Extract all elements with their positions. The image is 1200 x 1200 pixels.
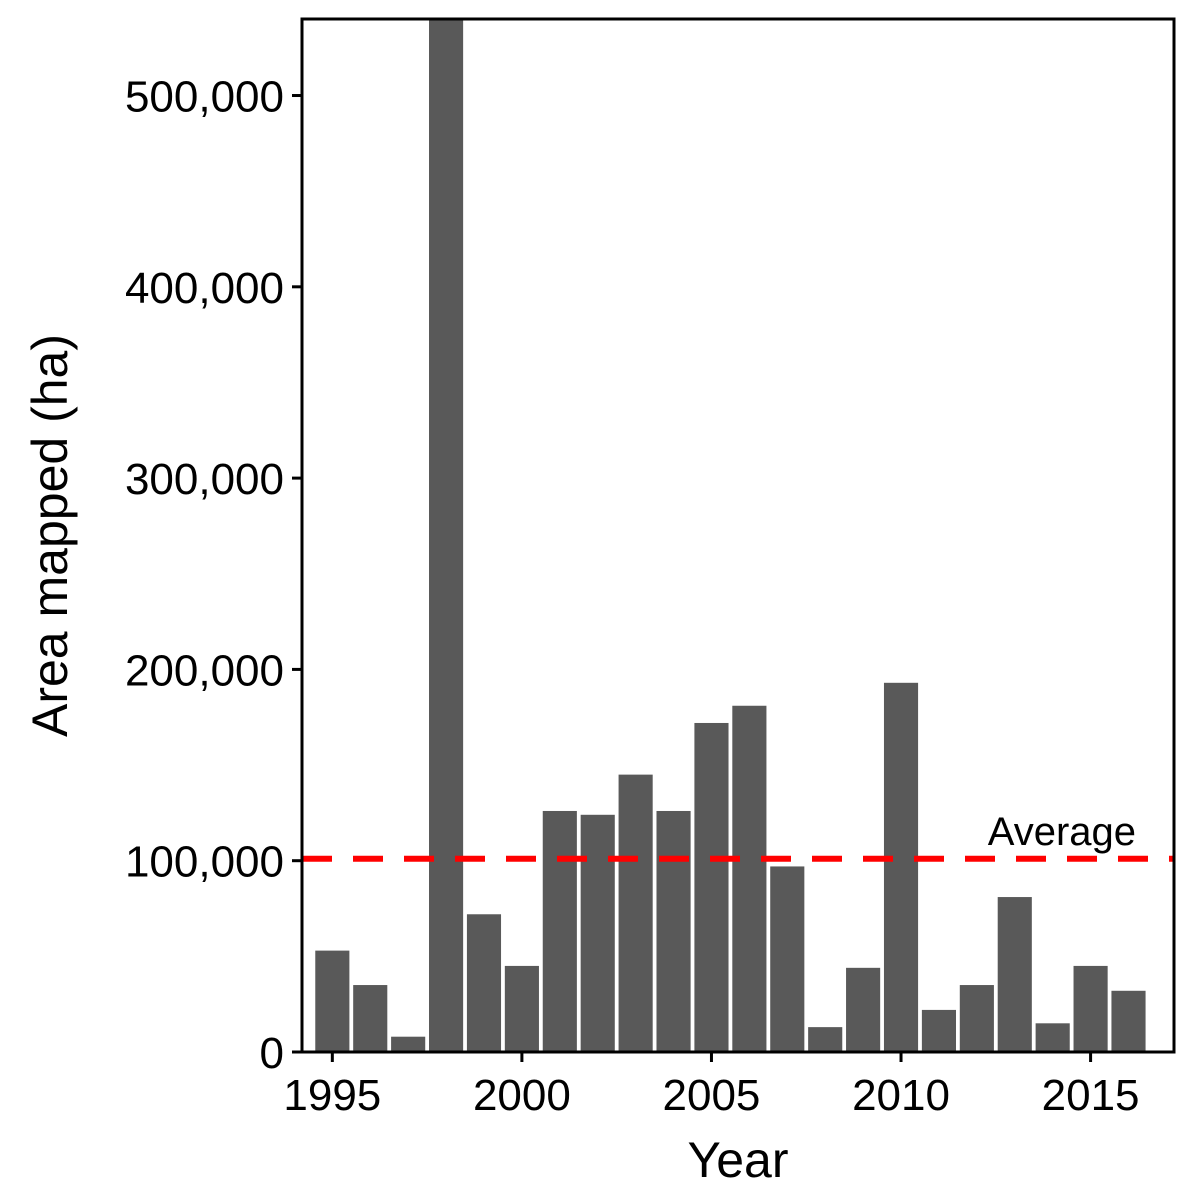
bar-2005 bbox=[694, 722, 729, 1052]
plot-panel-border bbox=[300, 17, 1176, 1054]
bar-2001 bbox=[542, 810, 577, 1052]
bar-2016 bbox=[1111, 990, 1146, 1052]
bar-2008 bbox=[808, 1027, 843, 1052]
bar-1998 bbox=[429, 19, 464, 1052]
bar-2009 bbox=[846, 967, 881, 1052]
y-axis: 0 100,000 200,000 300,000 400,000 500,000 bbox=[125, 73, 302, 1078]
bar-1997 bbox=[391, 1036, 426, 1052]
x-tick-label: 2005 bbox=[663, 1071, 761, 1120]
average-label: Average bbox=[988, 810, 1136, 854]
y-tick-label: 300,000 bbox=[125, 455, 284, 504]
bar-1999 bbox=[466, 914, 502, 1052]
bar-2007 bbox=[770, 866, 805, 1052]
x-tick-label: 2000 bbox=[473, 1071, 571, 1120]
bar-2013 bbox=[997, 897, 1032, 1052]
y-axis-title: Area mapped (ha) bbox=[22, 334, 78, 737]
x-axis-title: Year bbox=[687, 1132, 788, 1188]
bars-group bbox=[315, 19, 1146, 1052]
average-line-group: Average bbox=[302, 810, 1174, 862]
y-tick-label: 500,000 bbox=[125, 73, 284, 122]
x-tick-label: 1995 bbox=[283, 1071, 381, 1120]
y-tick-label: 100,000 bbox=[125, 838, 284, 887]
bar-2010 bbox=[883, 682, 919, 1052]
bar-2000 bbox=[504, 965, 539, 1052]
y-tick-label: 400,000 bbox=[125, 264, 284, 313]
y-tick-label: 200,000 bbox=[125, 646, 284, 695]
bar-2006 bbox=[732, 705, 767, 1052]
y-tick-label: 0 bbox=[260, 1029, 284, 1078]
bar-2014 bbox=[1035, 1023, 1070, 1052]
x-axis: 1995 2000 2005 2010 2015 bbox=[283, 1052, 1140, 1120]
bar-2002 bbox=[580, 814, 615, 1052]
bar-2004 bbox=[656, 810, 691, 1052]
bar-1996 bbox=[353, 985, 388, 1052]
x-tick-label: 2015 bbox=[1042, 1071, 1140, 1120]
bar-2012 bbox=[959, 985, 994, 1052]
x-tick-label: 2010 bbox=[852, 1071, 950, 1120]
bar-2003 bbox=[618, 774, 653, 1052]
bar-2011 bbox=[921, 1009, 956, 1052]
bar-1995 bbox=[315, 950, 350, 1052]
bar-2015 bbox=[1073, 965, 1108, 1052]
